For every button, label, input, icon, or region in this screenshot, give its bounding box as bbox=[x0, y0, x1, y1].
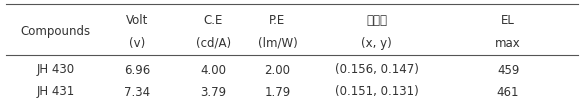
Text: 2.00: 2.00 bbox=[265, 64, 290, 76]
Text: Volt: Volt bbox=[126, 14, 148, 26]
Text: 1.79: 1.79 bbox=[265, 86, 290, 98]
Text: 6.96: 6.96 bbox=[124, 64, 150, 76]
Text: Compounds: Compounds bbox=[20, 25, 91, 38]
Text: 459: 459 bbox=[497, 64, 519, 76]
Text: (lm/W): (lm/W) bbox=[258, 36, 297, 50]
Text: (cd/A): (cd/A) bbox=[196, 36, 231, 50]
Text: (0.151, 0.131): (0.151, 0.131) bbox=[335, 86, 419, 98]
Text: max: max bbox=[495, 36, 521, 50]
Text: JH 431: JH 431 bbox=[36, 86, 75, 98]
Text: C.E: C.E bbox=[203, 14, 223, 26]
Text: EL: EL bbox=[501, 14, 515, 26]
Text: JH 430: JH 430 bbox=[36, 64, 75, 76]
Text: 7.34: 7.34 bbox=[124, 86, 150, 98]
Text: (v): (v) bbox=[129, 36, 145, 50]
Text: (x, y): (x, y) bbox=[361, 36, 392, 50]
Text: 4.00: 4.00 bbox=[200, 64, 226, 76]
Text: 3.79: 3.79 bbox=[200, 86, 226, 98]
Text: 461: 461 bbox=[497, 86, 519, 98]
Text: 색좌표: 색좌표 bbox=[366, 14, 387, 26]
Text: P.E: P.E bbox=[269, 14, 286, 26]
Text: (0.156, 0.147): (0.156, 0.147) bbox=[335, 64, 419, 76]
